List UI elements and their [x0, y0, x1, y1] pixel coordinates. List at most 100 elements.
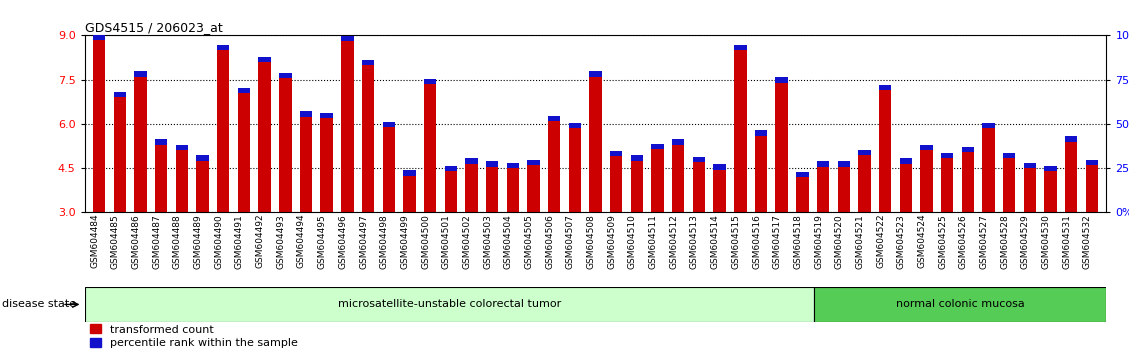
- Bar: [1024, 168, 1036, 212]
- Bar: [155, 144, 167, 212]
- Text: GSM604529: GSM604529: [1021, 214, 1030, 269]
- Text: GSM604490: GSM604490: [215, 214, 224, 269]
- Text: GSM604498: GSM604498: [379, 214, 388, 269]
- Bar: [321, 118, 333, 212]
- Bar: [920, 145, 933, 150]
- Text: GSM604504: GSM604504: [504, 214, 513, 269]
- Text: GSM604508: GSM604508: [587, 214, 596, 269]
- Bar: [631, 155, 644, 161]
- Bar: [196, 155, 209, 161]
- Bar: [982, 128, 995, 212]
- Bar: [693, 157, 706, 162]
- Text: GSM604522: GSM604522: [876, 214, 885, 268]
- Text: GSM604491: GSM604491: [235, 214, 244, 269]
- Bar: [920, 150, 933, 212]
- Bar: [858, 149, 870, 155]
- Text: GSM604484: GSM604484: [90, 214, 99, 268]
- Bar: [403, 170, 415, 176]
- Text: normal colonic mucosa: normal colonic mucosa: [896, 299, 1025, 309]
- Bar: [176, 150, 189, 212]
- Text: GSM604526: GSM604526: [959, 214, 968, 269]
- Bar: [361, 59, 374, 65]
- Bar: [423, 84, 436, 212]
- Bar: [734, 45, 746, 50]
- Bar: [279, 78, 291, 212]
- Text: disease state: disease state: [2, 299, 77, 309]
- Bar: [527, 165, 540, 212]
- Text: GSM604518: GSM604518: [794, 214, 803, 269]
- Bar: [238, 88, 251, 93]
- Text: GSM604512: GSM604512: [669, 214, 679, 269]
- Bar: [403, 176, 415, 212]
- Bar: [651, 144, 664, 149]
- Text: GSM604530: GSM604530: [1042, 214, 1051, 269]
- Text: GSM604507: GSM604507: [566, 214, 575, 269]
- Text: GSM604492: GSM604492: [255, 214, 264, 268]
- Bar: [1065, 136, 1077, 142]
- Text: GSM604506: GSM604506: [545, 214, 554, 269]
- Bar: [93, 40, 105, 212]
- Bar: [589, 77, 602, 212]
- Bar: [134, 72, 147, 77]
- Text: GSM604502: GSM604502: [463, 214, 472, 269]
- Bar: [485, 167, 498, 212]
- Legend: transformed count, percentile rank within the sample: transformed count, percentile rank withi…: [90, 324, 298, 348]
- Bar: [300, 116, 313, 212]
- Bar: [507, 163, 519, 168]
- Text: GSM604514: GSM604514: [710, 214, 719, 269]
- Text: GSM604528: GSM604528: [1000, 214, 1009, 269]
- Text: GSM604519: GSM604519: [814, 214, 823, 269]
- Bar: [651, 149, 664, 212]
- Bar: [838, 167, 850, 212]
- Text: GSM604513: GSM604513: [690, 214, 699, 269]
- Text: GSM604495: GSM604495: [317, 214, 326, 269]
- Bar: [507, 168, 519, 212]
- Text: GSM604520: GSM604520: [834, 214, 843, 269]
- Bar: [1044, 166, 1057, 171]
- Bar: [85, 287, 814, 322]
- Text: GSM604510: GSM604510: [628, 214, 637, 269]
- Text: GSM604532: GSM604532: [1083, 214, 1092, 269]
- Bar: [755, 136, 768, 212]
- Bar: [714, 164, 726, 170]
- Bar: [548, 116, 560, 121]
- Bar: [321, 113, 333, 118]
- Bar: [962, 152, 974, 212]
- Bar: [361, 65, 374, 212]
- Bar: [776, 82, 788, 212]
- Text: GSM604493: GSM604493: [277, 214, 286, 269]
- Bar: [589, 72, 602, 77]
- Bar: [940, 153, 953, 158]
- Bar: [610, 151, 622, 156]
- Bar: [259, 62, 271, 212]
- Bar: [93, 34, 105, 40]
- Bar: [714, 170, 726, 212]
- Text: GSM604503: GSM604503: [483, 214, 492, 269]
- Text: GSM604509: GSM604509: [607, 214, 616, 269]
- Bar: [631, 161, 644, 212]
- Bar: [672, 144, 684, 212]
- Bar: [217, 50, 229, 212]
- Text: GSM604517: GSM604517: [772, 214, 781, 269]
- Bar: [238, 93, 251, 212]
- Bar: [134, 77, 147, 212]
- Text: microsatellite-unstable colorectal tumor: microsatellite-unstable colorectal tumor: [338, 299, 561, 309]
- Text: GSM604486: GSM604486: [131, 214, 140, 269]
- Bar: [982, 123, 995, 128]
- Bar: [796, 177, 808, 212]
- Bar: [672, 139, 684, 144]
- Bar: [423, 79, 436, 84]
- Text: GDS4515 / 206023_at: GDS4515 / 206023_at: [85, 21, 222, 34]
- Bar: [548, 121, 560, 212]
- Text: GSM604494: GSM604494: [297, 214, 306, 268]
- Bar: [1024, 163, 1036, 168]
- Bar: [300, 111, 313, 116]
- Text: GSM604497: GSM604497: [359, 214, 368, 269]
- Bar: [485, 161, 498, 167]
- Bar: [817, 161, 830, 167]
- Bar: [279, 73, 291, 78]
- Text: GSM604531: GSM604531: [1062, 214, 1071, 269]
- Bar: [1086, 160, 1099, 165]
- Bar: [900, 164, 912, 212]
- Bar: [776, 77, 788, 82]
